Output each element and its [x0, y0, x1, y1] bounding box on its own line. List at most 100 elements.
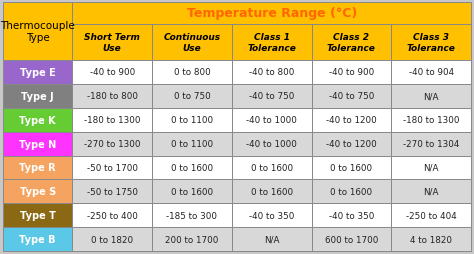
Text: -40 to 800: -40 to 800	[249, 68, 294, 77]
Text: -270 to 1304: -270 to 1304	[403, 139, 459, 149]
Text: 600 to 1700: 600 to 1700	[325, 235, 378, 244]
Bar	[232, 108, 311, 132]
Bar	[391, 180, 471, 203]
Text: -40 to 1200: -40 to 1200	[326, 116, 377, 125]
Text: 0 to 750: 0 to 750	[173, 92, 210, 101]
Text: -40 to 900: -40 to 900	[90, 68, 135, 77]
Text: 0 to 1600: 0 to 1600	[330, 187, 373, 196]
Bar	[232, 180, 311, 203]
Bar	[3, 108, 72, 132]
Text: 0 to 1600: 0 to 1600	[171, 187, 213, 196]
Text: -40 to 1200: -40 to 1200	[326, 139, 377, 149]
Text: N/A: N/A	[264, 235, 279, 244]
Text: Type R: Type R	[19, 163, 56, 173]
Text: 0 to 800: 0 to 800	[173, 68, 210, 77]
Text: Continuous
Use: Continuous Use	[164, 33, 220, 53]
Bar	[72, 180, 152, 203]
Text: N/A: N/A	[423, 187, 439, 196]
Bar	[152, 203, 232, 227]
Text: 0 to 1600: 0 to 1600	[251, 163, 292, 172]
Bar	[311, 227, 391, 251]
Text: -40 to 904: -40 to 904	[409, 68, 454, 77]
Bar	[3, 156, 72, 180]
Bar	[72, 25, 152, 61]
Bar	[3, 85, 72, 108]
Text: Type N: Type N	[19, 139, 56, 149]
Text: -180 to 1300: -180 to 1300	[403, 116, 459, 125]
Bar	[232, 132, 311, 156]
Bar	[391, 85, 471, 108]
Bar	[152, 180, 232, 203]
Bar	[3, 203, 72, 227]
Text: -185 to 300: -185 to 300	[166, 211, 218, 220]
Bar	[232, 61, 311, 85]
Text: 0 to 1600: 0 to 1600	[171, 163, 213, 172]
Bar	[311, 156, 391, 180]
Text: -40 to 750: -40 to 750	[249, 92, 294, 101]
Text: Type S: Type S	[19, 187, 56, 197]
Bar	[232, 85, 311, 108]
Bar	[152, 132, 232, 156]
Text: N/A: N/A	[423, 92, 439, 101]
Bar	[3, 61, 72, 85]
Bar	[311, 85, 391, 108]
Bar	[232, 156, 311, 180]
Bar	[3, 227, 72, 251]
Text: 0 to 1100: 0 to 1100	[171, 139, 213, 149]
Bar	[152, 156, 232, 180]
Text: Type J: Type J	[21, 91, 54, 101]
Text: Type T: Type T	[20, 210, 55, 220]
Text: Temperature Range (°C): Temperature Range (°C)	[186, 7, 357, 20]
Bar	[3, 132, 72, 156]
Bar	[232, 227, 311, 251]
Text: -50 to 1700: -50 to 1700	[87, 163, 137, 172]
Text: 0 to 1100: 0 to 1100	[171, 116, 213, 125]
Text: Type B: Type B	[19, 234, 56, 244]
Bar	[72, 203, 152, 227]
Bar	[3, 180, 72, 203]
Bar	[152, 227, 232, 251]
Text: -50 to 1750: -50 to 1750	[87, 187, 137, 196]
Text: -250 to 404: -250 to 404	[406, 211, 456, 220]
Text: 0 to 1820: 0 to 1820	[91, 235, 133, 244]
Bar	[232, 203, 311, 227]
Bar	[72, 227, 152, 251]
Bar	[232, 25, 311, 61]
Text: Class 1
Tolerance: Class 1 Tolerance	[247, 33, 296, 53]
Bar	[391, 25, 471, 61]
Bar	[391, 156, 471, 180]
Bar	[391, 108, 471, 132]
Bar	[311, 180, 391, 203]
Text: Short Term
Use: Short Term Use	[84, 33, 140, 53]
Text: -40 to 350: -40 to 350	[249, 211, 294, 220]
Bar	[152, 85, 232, 108]
Bar	[311, 132, 391, 156]
Bar	[3, 3, 72, 61]
Text: Thermocouple
Type: Thermocouple Type	[0, 21, 75, 43]
Text: -180 to 1300: -180 to 1300	[84, 116, 140, 125]
Text: Type E: Type E	[20, 68, 55, 78]
Text: -40 to 1000: -40 to 1000	[246, 139, 297, 149]
Text: 4 to 1820: 4 to 1820	[410, 235, 452, 244]
Bar	[391, 132, 471, 156]
Text: 200 to 1700: 200 to 1700	[165, 235, 219, 244]
Text: -250 to 400: -250 to 400	[87, 211, 137, 220]
Bar	[72, 156, 152, 180]
Bar	[72, 108, 152, 132]
Bar	[311, 203, 391, 227]
Text: -40 to 350: -40 to 350	[328, 211, 374, 220]
Bar	[391, 227, 471, 251]
Text: -40 to 750: -40 to 750	[328, 92, 374, 101]
Text: -180 to 800: -180 to 800	[87, 92, 137, 101]
Bar	[72, 132, 152, 156]
Text: 0 to 1600: 0 to 1600	[251, 187, 292, 196]
Bar	[311, 61, 391, 85]
Bar	[72, 85, 152, 108]
Bar	[72, 3, 471, 25]
Bar	[72, 61, 152, 85]
Bar	[311, 25, 391, 61]
Bar	[311, 108, 391, 132]
Bar	[391, 203, 471, 227]
Text: Class 3
Tolerance: Class 3 Tolerance	[407, 33, 456, 53]
Bar	[152, 61, 232, 85]
